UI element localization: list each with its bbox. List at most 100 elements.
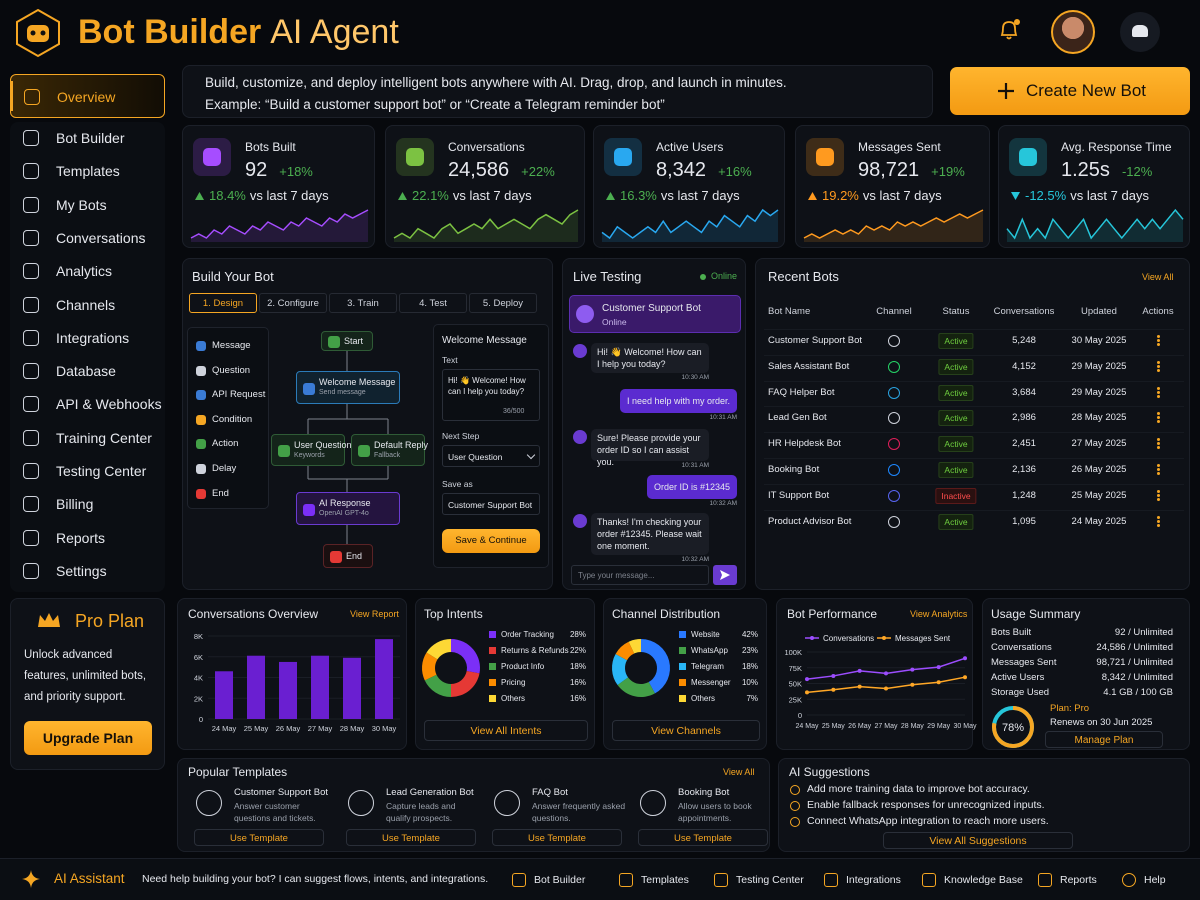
row-actions[interactable]	[1155, 489, 1161, 502]
bottom-link[interactable]: Knowledge Base	[920, 869, 1023, 891]
bot-name: Customer Support Bot	[768, 335, 862, 346]
table-row-divider	[764, 406, 1184, 408]
stat-trend-note: vs last 7 days	[452, 188, 532, 203]
palette-item[interactable]: API Request	[188, 385, 268, 405]
usage-value: 92 / Unlimited	[1114, 627, 1173, 638]
nav-item[interactable]: Training Center	[10, 422, 165, 454]
nav-item[interactable]: Templates	[10, 155, 165, 187]
nav-item[interactable]: Channels	[10, 289, 165, 321]
flow-node[interactable]: User Question Keywords	[271, 434, 352, 466]
legend-label: Messenger	[691, 678, 731, 687]
palette-item[interactable]: Condition	[188, 410, 268, 430]
team-icon	[1132, 25, 1148, 37]
table-row-divider	[764, 458, 1184, 459]
flow-node[interactable]: Welcome Message Send message	[296, 371, 400, 404]
text-area[interactable]: Hi! 👋 Welcome! How can I help you today?…	[442, 369, 540, 421]
step-tab[interactable]: 5. Deploy	[469, 293, 537, 313]
step-tab[interactable]: 1. Design	[189, 293, 257, 313]
step-tab[interactable]: 3. Train	[329, 293, 397, 313]
send-button[interactable]	[713, 565, 737, 585]
legend-label: WhatsApp	[691, 646, 728, 655]
nav-label: Testing Center	[56, 463, 147, 479]
flow-node[interactable]: End	[323, 544, 373, 568]
nav-item[interactable]: My Bots	[10, 189, 165, 221]
select[interactable]: User Question	[442, 445, 540, 467]
nav-item[interactable]: Overview	[10, 74, 165, 118]
row-actions[interactable]	[1155, 412, 1161, 424]
bottom-link[interactable]: Testing Center	[712, 869, 810, 891]
bottom-link[interactable]: Reports	[1036, 869, 1134, 891]
updated: 28 May 2025	[1071, 412, 1127, 424]
nav-item[interactable]: Settings	[10, 555, 165, 587]
manage-plan[interactable]: Manage Plan	[1045, 731, 1163, 748]
usage-label: Messages Sent	[991, 657, 1057, 668]
row-actions[interactable]	[1155, 515, 1161, 528]
view-suggestions[interactable]: View All Suggestions	[883, 832, 1073, 849]
upgrade-button[interactable]: Upgrade Plan	[24, 721, 152, 755]
bottom-link[interactable]: Help	[1120, 869, 1180, 891]
create-bot-button[interactable]: Create New Bot	[950, 67, 1190, 115]
x-tick-label: 28 May	[901, 723, 924, 730]
palette-item[interactable]: End	[188, 484, 268, 504]
step-tab[interactable]: 2. Configure	[259, 293, 327, 313]
nav-item[interactable]: Integrations	[10, 322, 165, 354]
flow-node[interactable]: AI Response OpenAI GPT-4o	[296, 492, 400, 525]
bot-name: Customer Support Bot	[602, 303, 701, 314]
panel-button[interactable]: View All Intents	[424, 720, 588, 741]
palette-item[interactable]: Delay	[188, 459, 268, 479]
dot	[1156, 464, 1160, 467]
view-analytics[interactable]: View Analytics	[910, 609, 968, 619]
legend-swatch	[679, 695, 686, 702]
use-template[interactable]: Use Template	[492, 829, 622, 846]
logo-eye	[40, 30, 46, 36]
props-title: Welcome Message	[442, 335, 527, 346]
table-row-divider	[764, 432, 1184, 434]
input[interactable]: Customer Support Bot	[442, 493, 540, 515]
series-point	[805, 677, 809, 682]
save-button[interactable]: Save & Continue	[442, 529, 540, 553]
flow-node[interactable]: Start	[321, 331, 373, 351]
avatar[interactable]	[1051, 10, 1095, 54]
row-actions[interactable]	[1155, 335, 1161, 347]
bottom-link[interactable]: Bot Builder	[510, 869, 608, 891]
panel-button[interactable]: View Channels	[612, 720, 760, 741]
status-pill: Active	[938, 333, 974, 349]
nav-item[interactable]: Database	[10, 355, 165, 387]
step-tab[interactable]: 4. Test	[399, 293, 467, 313]
row-actions[interactable]	[1155, 438, 1161, 450]
nav-item[interactable]: Conversations	[10, 222, 165, 254]
status-dot	[700, 274, 706, 280]
palette-item[interactable]: Question	[188, 361, 268, 381]
nav-item[interactable]: Analytics	[10, 255, 165, 287]
live-testing: Live Testing Online Customer Support Bot On…	[562, 258, 746, 590]
donut-segment	[422, 652, 438, 681]
palette-item[interactable]: Action	[188, 434, 268, 454]
nav-label: API & Webhooks	[56, 396, 162, 413]
bottom-link[interactable]: Integrations	[822, 869, 920, 891]
view-report[interactable]: View Report	[350, 609, 399, 619]
bottom-link[interactable]: Templates	[617, 869, 715, 891]
nav-item[interactable]: API & Webhooks	[10, 388, 165, 420]
nav-item[interactable]: Testing Center	[10, 455, 165, 487]
view-all[interactable]: View All	[723, 767, 755, 777]
use-template[interactable]: Use Template	[346, 829, 476, 846]
conversations: 1,095	[1012, 515, 1036, 527]
palette-item[interactable]: Message	[188, 336, 268, 356]
palette-icon	[196, 390, 206, 401]
row-actions[interactable]	[1155, 464, 1161, 476]
chat-input[interactable]: Type your message...	[571, 565, 709, 585]
use-template[interactable]: Use Template	[194, 829, 324, 846]
view-all[interactable]: View All	[1142, 272, 1174, 282]
nav-item[interactable]: Reports	[10, 522, 165, 554]
row-actions[interactable]	[1155, 386, 1161, 399]
nav-item[interactable]: Billing	[10, 488, 165, 520]
icon	[790, 817, 800, 827]
stat-trend-row: -12.5% vs last 7 days	[1025, 188, 1149, 203]
suggestion: Add more training data to improve bot ac…	[807, 783, 1030, 795]
stat-icon	[604, 138, 642, 176]
row-actions[interactable]	[1155, 360, 1161, 373]
nav-item[interactable]: Bot Builder	[10, 122, 165, 154]
updated: 29 May 2025	[1071, 386, 1127, 398]
use-template[interactable]: Use Template	[638, 829, 768, 846]
flow-node[interactable]: Default Reply Fallback	[351, 434, 428, 466]
